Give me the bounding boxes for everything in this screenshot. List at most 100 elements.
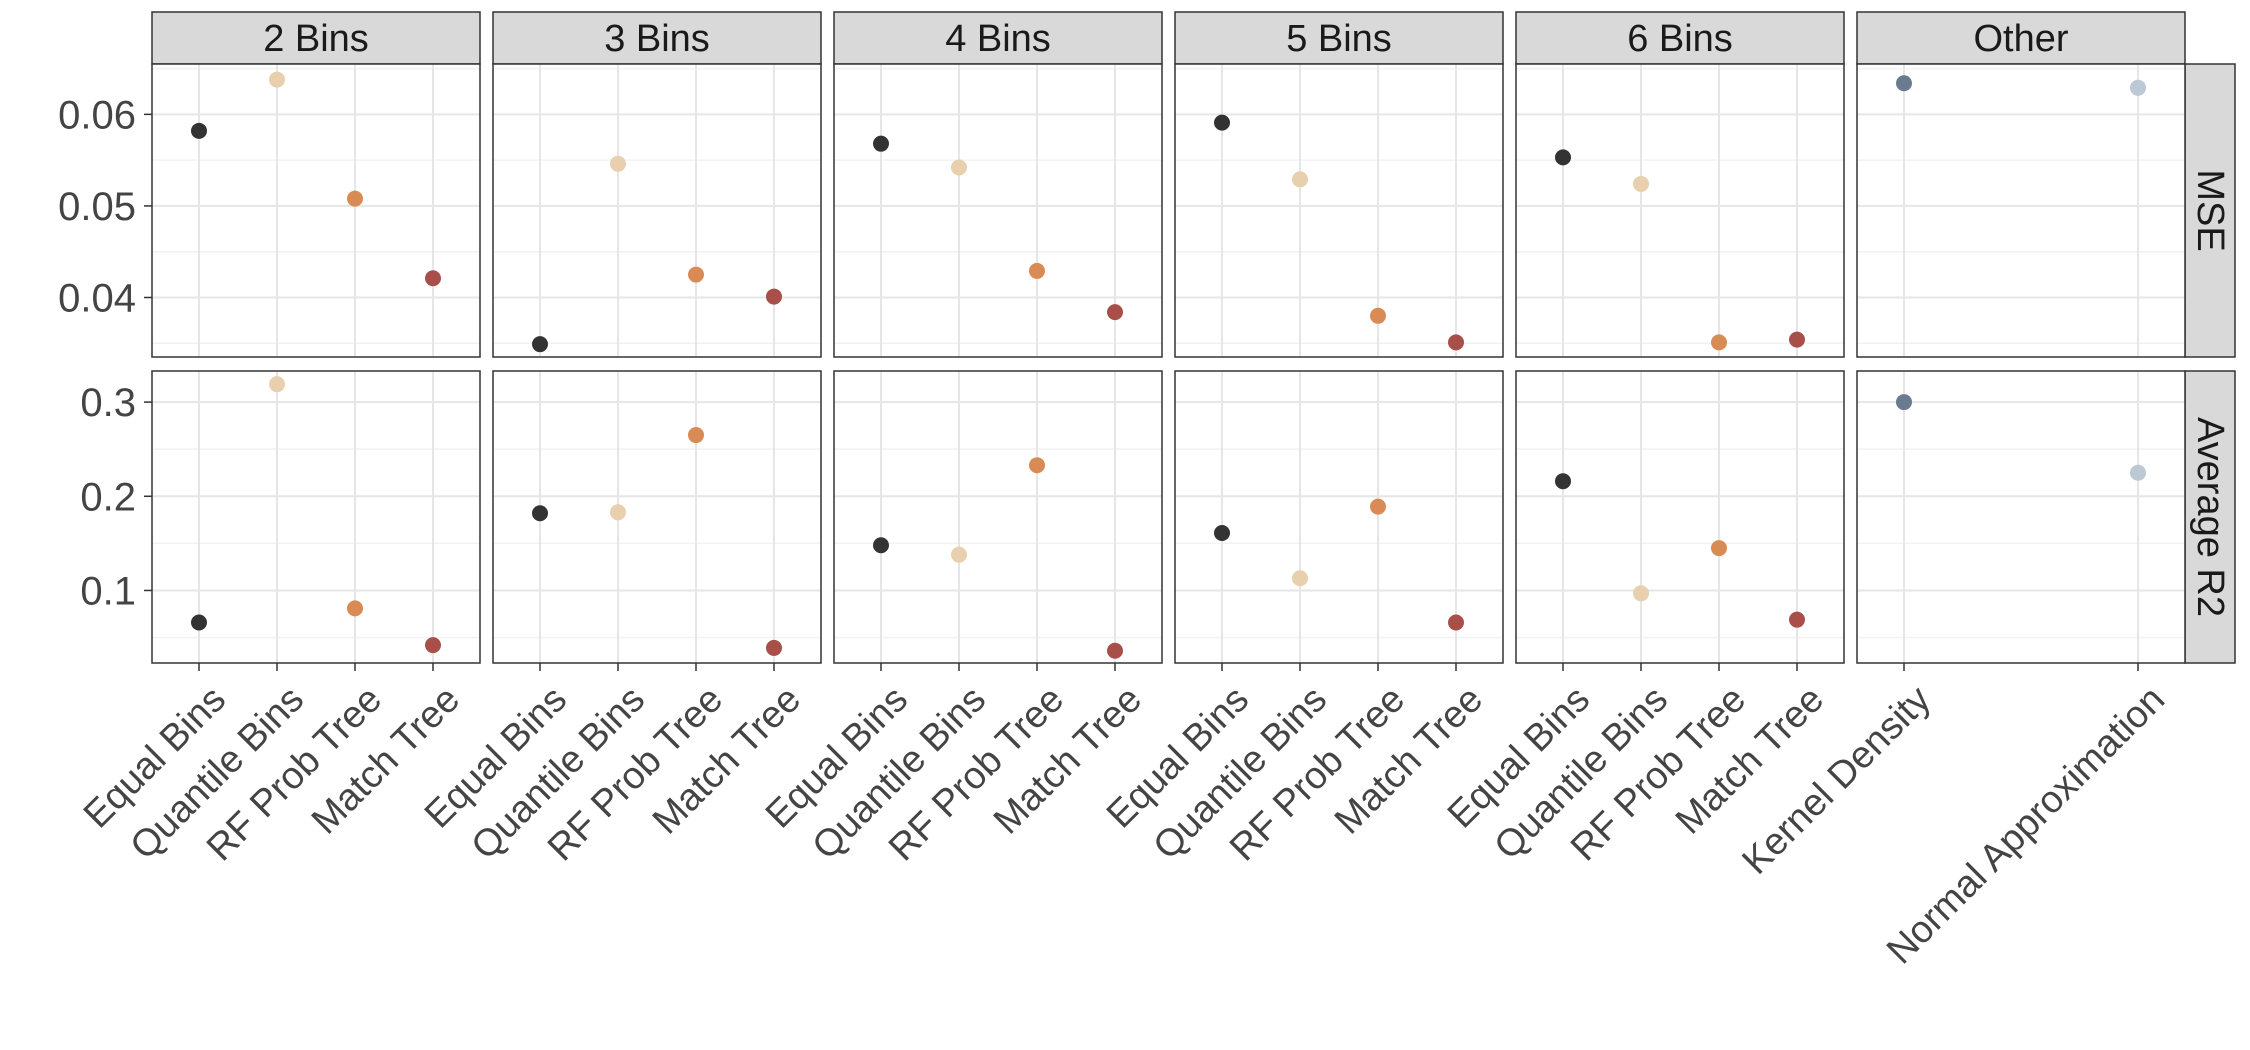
y-tick-label: 0.3 bbox=[80, 381, 136, 425]
data-point bbox=[610, 155, 626, 172]
data-point bbox=[269, 376, 285, 393]
y-tick-label: 0.04 bbox=[58, 276, 136, 320]
panel-1-3 bbox=[1174, 370, 1504, 664]
panel-border bbox=[151, 63, 481, 358]
data-point bbox=[1214, 525, 1230, 542]
data-point bbox=[347, 190, 363, 207]
data-point bbox=[1292, 570, 1308, 587]
y-tick-label: 0.2 bbox=[80, 475, 136, 519]
data-point bbox=[191, 614, 207, 631]
data-point bbox=[2130, 79, 2146, 96]
data-point bbox=[532, 505, 548, 522]
panel-border bbox=[1174, 370, 1504, 664]
panel-1-1 bbox=[492, 370, 822, 664]
panel-0-1 bbox=[492, 63, 822, 358]
panel-0-0 bbox=[151, 63, 481, 358]
panel-background bbox=[1175, 64, 1503, 357]
data-point bbox=[1370, 307, 1386, 324]
data-point bbox=[1711, 540, 1727, 557]
data-point bbox=[610, 504, 626, 521]
data-point bbox=[1448, 614, 1464, 631]
data-point bbox=[688, 266, 704, 283]
data-point bbox=[1555, 473, 1571, 490]
panel-background bbox=[1175, 371, 1503, 663]
data-point bbox=[873, 537, 889, 554]
data-point bbox=[873, 135, 889, 152]
panel-0-2 bbox=[833, 63, 1163, 358]
data-point bbox=[191, 122, 207, 139]
panel-border bbox=[1515, 63, 1845, 358]
facet-strip-2 bbox=[833, 11, 1163, 65]
panel-border bbox=[833, 370, 1163, 664]
data-point bbox=[425, 270, 441, 287]
panel-0-4 bbox=[1515, 63, 1845, 358]
facet-strip-label: Other bbox=[1973, 18, 2068, 60]
panel-background bbox=[152, 371, 480, 663]
panel-border bbox=[492, 370, 822, 664]
y-tick-label: 0.05 bbox=[58, 185, 136, 229]
data-point bbox=[1555, 149, 1571, 166]
panel-1-5 bbox=[1856, 370, 2186, 664]
facet-strip-1 bbox=[492, 11, 822, 65]
facet-strip-label: 5 Bins bbox=[1286, 18, 1392, 60]
data-point bbox=[1896, 75, 1912, 92]
panel-background bbox=[493, 64, 821, 357]
data-point bbox=[766, 639, 782, 656]
data-point bbox=[1107, 642, 1123, 659]
data-point bbox=[1448, 334, 1464, 351]
panel-background bbox=[834, 64, 1162, 357]
y-tick-label: 0.06 bbox=[58, 93, 136, 137]
data-point bbox=[766, 288, 782, 305]
x-tick-label: Kernel Density bbox=[1735, 678, 1939, 882]
data-point bbox=[1633, 585, 1649, 602]
facet-strip-label: 4 Bins bbox=[945, 18, 1051, 60]
data-point bbox=[1029, 262, 1045, 279]
data-point bbox=[688, 427, 704, 444]
row-strip-label: MSE bbox=[2189, 169, 2231, 251]
panel-0-5 bbox=[1856, 63, 2186, 358]
panel-background bbox=[834, 371, 1162, 663]
data-point bbox=[1107, 304, 1123, 321]
data-point bbox=[269, 71, 285, 88]
facet-strip-label: 3 Bins bbox=[604, 18, 710, 60]
data-point bbox=[951, 159, 967, 176]
panel-border bbox=[1856, 370, 2186, 664]
panel-border bbox=[1515, 370, 1845, 664]
data-point bbox=[425, 637, 441, 654]
data-point bbox=[1292, 171, 1308, 188]
data-point bbox=[347, 600, 363, 617]
panel-background bbox=[1857, 371, 2185, 663]
panel-border bbox=[492, 63, 822, 358]
data-point bbox=[1370, 498, 1386, 515]
panel-border bbox=[1174, 63, 1504, 358]
data-point bbox=[1789, 331, 1805, 348]
y-tick-label: 0.1 bbox=[80, 569, 136, 613]
panel-background bbox=[493, 371, 821, 663]
panel-background bbox=[1516, 64, 1844, 357]
facet-strip-5 bbox=[1856, 11, 2186, 65]
panel-1-4 bbox=[1515, 370, 1845, 664]
facet-strip-label: 2 Bins bbox=[263, 18, 369, 60]
facet-strip-3 bbox=[1174, 11, 1504, 65]
data-point bbox=[1214, 114, 1230, 131]
facet-strip-0 bbox=[151, 11, 481, 65]
row-strip-0 bbox=[2184, 63, 2236, 358]
panel-1-0 bbox=[151, 370, 481, 664]
data-point bbox=[1896, 394, 1912, 411]
data-point bbox=[1029, 457, 1045, 474]
data-point bbox=[532, 336, 548, 353]
data-point bbox=[2130, 464, 2146, 481]
panel-background bbox=[1857, 64, 2185, 357]
row-strip-label: Average R2 bbox=[2189, 417, 2231, 617]
data-point bbox=[951, 546, 967, 563]
data-point bbox=[1789, 611, 1805, 628]
panel-background bbox=[1516, 371, 1844, 663]
panel-0-3 bbox=[1174, 63, 1504, 358]
panel-border bbox=[1856, 63, 2186, 358]
panel-1-2 bbox=[833, 370, 1163, 664]
data-point bbox=[1711, 334, 1727, 351]
panel-border bbox=[151, 370, 481, 664]
data-point bbox=[1633, 175, 1649, 192]
panel-background bbox=[152, 64, 480, 357]
